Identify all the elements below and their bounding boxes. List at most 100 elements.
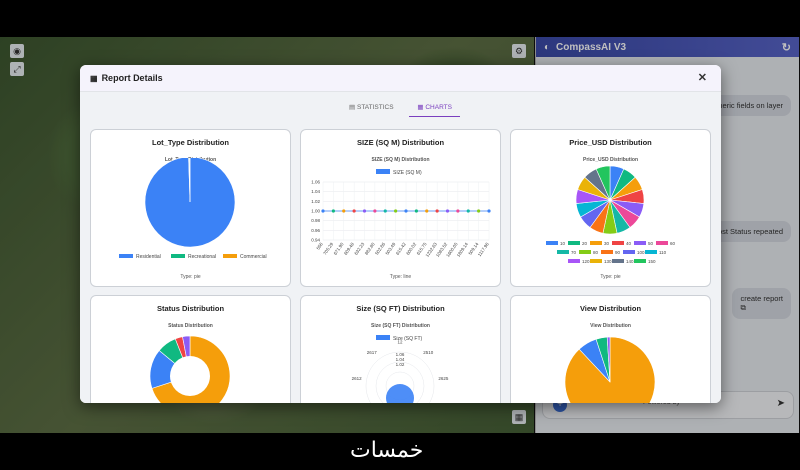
chart-card-status: Status Distribution Status Distribution [90, 295, 291, 403]
chat-bubble-user: create report ⧉ [732, 288, 791, 319]
donut-hole [170, 356, 210, 396]
pie-slice [595, 165, 611, 201]
tab-label: STATISTICS [356, 104, 394, 111]
legend-label: Residential [136, 254, 161, 260]
data-point [466, 209, 470, 213]
refresh-icon[interactable]: ↻ [781, 41, 791, 54]
legend-label: Commercial [240, 254, 267, 260]
data-point [331, 209, 335, 213]
radial-tick-label: 1.02 [396, 362, 405, 367]
legend-label: 120 [582, 259, 590, 264]
legend-swatch [590, 241, 602, 245]
data-point [477, 209, 481, 213]
chart-svg: 10 20 30 40 50 60 70 80 90 100 110 120 130 140 150 [546, 165, 676, 264]
chat-bubble-user: most Status repeated [703, 221, 791, 242]
legend-label: Recreational [188, 254, 216, 260]
x-tick-label: 556 [315, 241, 324, 250]
tab-charts[interactable]: ▦ CHARTS [409, 100, 460, 117]
chat-message-text: create report [740, 294, 783, 303]
legend-label: Size (SQ FT) [393, 336, 423, 342]
y-tick-label: 1.04 [311, 189, 320, 194]
data-point [404, 209, 408, 213]
legend-label: 80 [593, 250, 599, 255]
chart-subtitle: Status Distribution [168, 323, 213, 329]
data-point [362, 209, 367, 213]
data-point [383, 209, 387, 213]
axis-label: 2617 [367, 350, 378, 355]
legend-label: 90 [615, 250, 621, 255]
y-tick-label: 1.06 [311, 180, 320, 185]
y-tick-label: 1.02 [311, 199, 320, 204]
chart-card-lot-type: Lot_Type Distribution Lot_Type Distribut… [90, 129, 291, 287]
legend-label: 150 [648, 259, 656, 264]
chart-card-view: View Distribution View Distribution [510, 295, 711, 403]
globe-icon[interactable]: ◉ [10, 44, 24, 58]
legend-swatch [568, 259, 580, 263]
data-point [342, 209, 346, 213]
chat-title: CompassAI V3 [556, 41, 627, 53]
copy-icon[interactable]: ⧉ [740, 303, 746, 312]
y-tick-label: 0.96 [311, 228, 320, 233]
data-point [321, 209, 325, 213]
legend-swatch [634, 259, 646, 263]
pie-slice [606, 336, 611, 383]
legend-swatch [568, 241, 580, 245]
data-point [394, 209, 398, 213]
radial-tick-label: 1.06 [396, 352, 405, 357]
legend-swatch [656, 241, 668, 245]
data-point [445, 209, 450, 213]
pie-slice [144, 158, 236, 248]
data-point [425, 209, 429, 213]
legend-label: 100 [637, 250, 645, 255]
axis-label: 12 [397, 340, 403, 345]
report-details-modal: ▦ Report Details ✕ ▤ STATISTICS ▦ CHARTS… [80, 65, 721, 403]
legend-label: 40 [626, 241, 632, 246]
legend-label: 130 [604, 259, 612, 264]
chart-type-label: Type: pie [600, 274, 621, 280]
data-point [414, 209, 418, 213]
settings-icon[interactable]: ⚙ [512, 44, 526, 58]
legend-label: SIZE (SQ M) [393, 170, 422, 176]
legend-swatch [590, 259, 602, 263]
chart-title: Status Distribution [156, 304, 225, 313]
chart-title: View Distribution [579, 304, 642, 313]
legend-label: 110 [659, 250, 667, 255]
chart-title: SIZE (SQ M) Distribution [356, 138, 445, 147]
send-icon[interactable]: ➤ [776, 398, 785, 409]
axis-label: 2625 [438, 376, 449, 381]
modal-title: Report Details [101, 73, 163, 83]
legend-swatch [171, 254, 185, 258]
legend-label: 20 [582, 241, 588, 246]
chart-title: Price_USD Distribution [569, 138, 652, 147]
tab-statistics[interactable]: ▤ STATISTICS [349, 104, 394, 111]
compass-icon: ◐ [544, 41, 551, 53]
data-point [352, 209, 356, 213]
legend-label: 140 [626, 259, 634, 264]
bottom-black-bar [0, 433, 800, 470]
tab-label: CHARTS [425, 104, 452, 111]
chart-svg [149, 335, 231, 403]
chart-card-size-sqm: SIZE (SQ M) Distribution SIZE (SQ M) Dis… [300, 129, 501, 287]
legend-label: 10 [560, 241, 566, 246]
grid-icon[interactable]: ▦ [512, 410, 526, 424]
report-icon: ▦ [90, 73, 98, 83]
legend-swatch [623, 250, 635, 254]
chart-subtitle: Size (SQ FT) Distribution [371, 323, 430, 329]
legend-label: 30 [604, 241, 610, 246]
chart-type-label: Type: pie [180, 274, 201, 280]
legend-swatch [634, 241, 646, 245]
legend-label: 70 [571, 250, 577, 255]
chart-svg: SIZE (SQ M) 1.06 1.04 1.02 1.00 0.98 0.96 0.945… [311, 169, 491, 258]
expand-icon[interactable]: ⤢ [10, 62, 24, 76]
close-icon[interactable]: ✕ [697, 72, 707, 84]
chat-bubble-user: umeric fields on layer [704, 95, 791, 116]
legend-swatch [612, 241, 624, 245]
chart-title: Lot_Type Distribution [152, 138, 229, 147]
modal-body: ▤ STATISTICS ▦ CHARTS Lot_Type Distribut… [80, 92, 721, 403]
y-tick-label: 0.94 [311, 238, 320, 243]
tab-bar: ▤ STATISTICS ▦ CHARTS [80, 100, 721, 117]
chat-header: ◐ CompassAI V3 ↻ [536, 37, 799, 57]
top-black-bar [0, 0, 800, 37]
axis-label: 2510 [423, 350, 434, 355]
radial-tick-label: 1.04 [396, 357, 405, 362]
